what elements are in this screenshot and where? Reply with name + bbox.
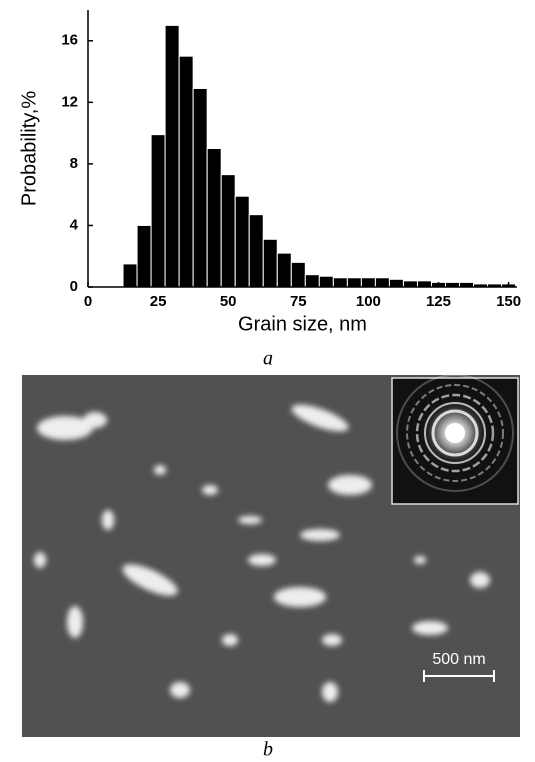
y-tick-label: 12 <box>61 93 78 110</box>
x-tick-label: 125 <box>426 293 451 310</box>
y-tick-label: 8 <box>70 155 78 172</box>
bar <box>136 224 152 288</box>
bar <box>374 277 390 288</box>
x-axis-label: Grain size, nm <box>238 313 367 335</box>
bar <box>388 278 404 288</box>
bar <box>332 277 348 288</box>
bar <box>248 214 264 288</box>
x-tick-label: 0 <box>84 293 92 310</box>
y-tick-label: 16 <box>61 32 78 49</box>
bar <box>416 280 432 288</box>
caption-a: a <box>263 348 273 370</box>
x-tick-label: 50 <box>220 293 237 310</box>
y-tick-label: 0 <box>70 278 78 295</box>
tem-image: 500 nm <box>22 375 520 737</box>
bar <box>276 252 292 288</box>
bar <box>346 277 362 288</box>
x-tick-label: 100 <box>356 293 381 310</box>
x-tick-label: 75 <box>290 293 307 310</box>
bar <box>178 55 194 288</box>
bar <box>150 134 166 288</box>
bar <box>402 280 418 288</box>
caption-b: b <box>263 739 273 761</box>
y-tick-label: 4 <box>70 216 79 233</box>
x-tick-label: 25 <box>150 293 167 310</box>
bar <box>122 263 138 288</box>
histogram: 0 4 8 12 16 0 25 50 75 100 125 150 Grain size, nm Pro… <box>18 10 521 335</box>
x-tick-label: 150 <box>496 293 521 310</box>
bar <box>262 238 278 288</box>
bar <box>164 24 180 288</box>
bar <box>206 148 222 288</box>
bar <box>304 274 320 288</box>
bar <box>234 195 250 288</box>
scale-bar-label: 500 nm <box>432 651 485 668</box>
y-axis-label: Probability,% <box>18 91 40 206</box>
bar <box>318 275 334 288</box>
bar <box>220 174 236 288</box>
bar <box>192 87 208 288</box>
